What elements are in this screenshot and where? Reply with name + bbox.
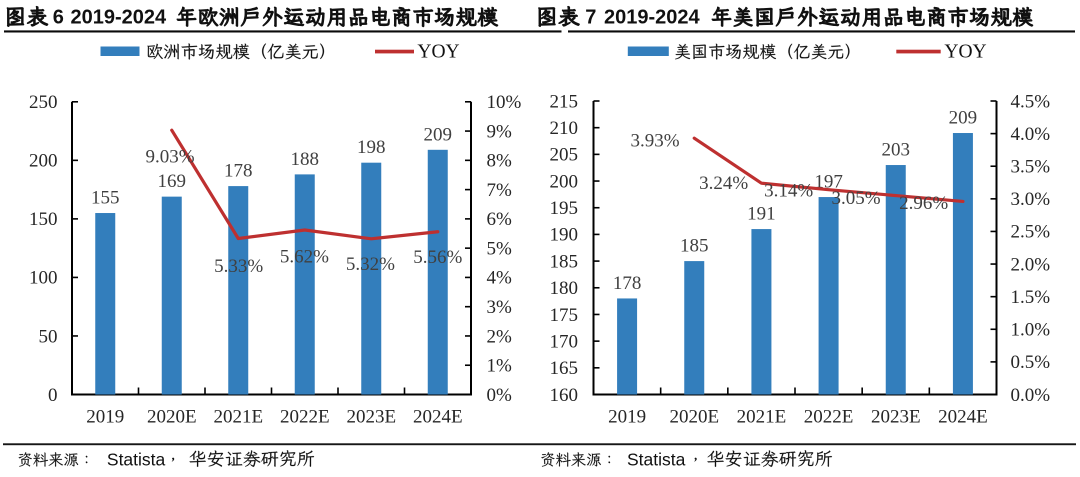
svg-text:2023E: 2023E — [871, 407, 921, 428]
svg-text:2019: 2019 — [86, 407, 124, 428]
svg-text:3.0%: 3.0% — [1011, 189, 1051, 210]
svg-text:1%: 1% — [487, 356, 513, 377]
svg-text:0.5%: 0.5% — [1011, 352, 1051, 373]
svg-text:188: 188 — [291, 149, 320, 170]
svg-text:160: 160 — [550, 385, 579, 406]
svg-text:3.93%: 3.93% — [630, 130, 679, 151]
svg-text:2024E: 2024E — [413, 407, 463, 428]
svg-text:0.0%: 0.0% — [1011, 385, 1051, 406]
svg-text:2020E: 2020E — [147, 407, 197, 428]
svg-text:Statista: Statista — [627, 450, 686, 470]
svg-text:2.5%: 2.5% — [1011, 222, 1051, 243]
svg-text:4.0%: 4.0% — [1011, 124, 1051, 145]
svg-text:6: 6 — [53, 7, 64, 29]
svg-text:YOY: YOY — [417, 42, 459, 63]
svg-text:198: 198 — [357, 137, 386, 158]
svg-text:178: 178 — [224, 161, 253, 182]
svg-text:5.62%: 5.62% — [280, 247, 329, 268]
svg-text:209: 209 — [949, 108, 978, 129]
svg-text:Statista: Statista — [107, 450, 166, 470]
svg-text:200: 200 — [29, 151, 58, 172]
svg-text:7%: 7% — [487, 180, 513, 201]
svg-text:0%: 0% — [487, 385, 513, 406]
svg-text:215: 215 — [550, 91, 579, 112]
svg-text:5.33%: 5.33% — [214, 256, 263, 277]
svg-text:200: 200 — [550, 171, 579, 192]
svg-text:2023E: 2023E — [346, 407, 396, 428]
svg-text:3.5%: 3.5% — [1011, 157, 1051, 178]
svg-text:4.5%: 4.5% — [1011, 91, 1051, 112]
svg-text:185: 185 — [680, 236, 709, 257]
svg-text:2021E: 2021E — [737, 407, 787, 428]
svg-text:5.56%: 5.56% — [413, 247, 462, 268]
svg-text:5.32%: 5.32% — [346, 254, 395, 275]
svg-text:2019-2024: 2019-2024 — [604, 7, 701, 29]
svg-text:9.03%: 9.03% — [145, 146, 194, 167]
svg-text:2024E: 2024E — [938, 407, 988, 428]
svg-text:203: 203 — [882, 140, 911, 161]
svg-text:2%: 2% — [487, 326, 513, 347]
svg-text:3.05%: 3.05% — [831, 188, 880, 209]
svg-text:4%: 4% — [487, 268, 513, 289]
svg-text:7: 7 — [585, 7, 596, 29]
svg-text:1.5%: 1.5% — [1011, 287, 1051, 308]
svg-text:1.0%: 1.0% — [1011, 320, 1051, 341]
svg-text:50: 50 — [39, 326, 58, 347]
svg-text:2022E: 2022E — [280, 407, 330, 428]
svg-text:205: 205 — [550, 145, 579, 166]
svg-text:155: 155 — [91, 188, 120, 209]
svg-text:191: 191 — [747, 204, 776, 225]
svg-text:170: 170 — [550, 331, 579, 352]
svg-text:6%: 6% — [487, 209, 513, 230]
svg-text:195: 195 — [550, 198, 579, 219]
svg-text:2021E: 2021E — [213, 407, 263, 428]
svg-text:169: 169 — [158, 171, 187, 192]
svg-text:10%: 10% — [487, 92, 522, 113]
svg-text:185: 185 — [550, 251, 579, 272]
svg-text:3.24%: 3.24% — [699, 173, 748, 194]
svg-text:190: 190 — [550, 225, 579, 246]
svg-text:165: 165 — [550, 358, 579, 379]
svg-text:209: 209 — [424, 124, 453, 145]
svg-text:180: 180 — [550, 278, 579, 299]
svg-text:2.0%: 2.0% — [1011, 254, 1051, 275]
svg-text:178: 178 — [613, 273, 642, 294]
svg-text:5%: 5% — [487, 238, 513, 259]
svg-text:175: 175 — [550, 305, 579, 326]
svg-text:0: 0 — [48, 385, 58, 406]
svg-text:8%: 8% — [487, 151, 513, 172]
svg-text:250: 250 — [29, 92, 58, 113]
svg-text:2019-2024: 2019-2024 — [71, 7, 168, 29]
svg-text:3.14%: 3.14% — [764, 180, 813, 201]
svg-text:2020E: 2020E — [669, 407, 719, 428]
svg-text:9%: 9% — [487, 121, 513, 142]
svg-text:100: 100 — [29, 268, 58, 289]
svg-text:210: 210 — [550, 118, 579, 139]
svg-text:3%: 3% — [487, 297, 513, 318]
svg-text:197: 197 — [814, 172, 843, 193]
svg-text:2.96%: 2.96% — [899, 193, 948, 214]
svg-text:2019: 2019 — [608, 407, 646, 428]
svg-text:2022E: 2022E — [804, 407, 854, 428]
svg-text:YOY: YOY — [944, 42, 986, 63]
svg-text:150: 150 — [29, 209, 58, 230]
